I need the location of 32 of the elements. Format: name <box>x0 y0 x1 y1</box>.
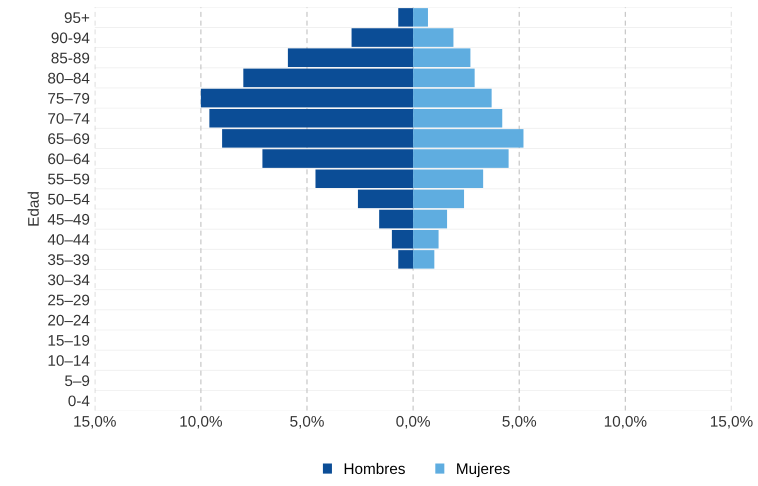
x-tick-label: 5,0% <box>502 416 536 429</box>
legend-label: Mujeres <box>457 462 510 478</box>
legend-label: Hombres <box>344 462 405 474</box>
y-tick-label: 25–29 <box>48 294 90 306</box>
x-tick-label: 10,0% <box>604 416 646 429</box>
y-tick-label: 55–59 <box>48 174 90 184</box>
x-tick-label: 15,0% <box>74 416 116 429</box>
y-tick-label: 20–24 <box>48 314 90 326</box>
y-tick-label: 85-89 <box>51 52 90 64</box>
y-tick-label: 90-94 <box>52 32 90 44</box>
y-tick-label: 70–74 <box>48 113 90 124</box>
y-axis-title: Edad <box>28 192 39 226</box>
y-tick-label: 80–84 <box>48 72 90 84</box>
y-tick-label: 60–64 <box>48 153 90 164</box>
x-tick-label: 0,0% <box>396 416 430 429</box>
y-tick-label: 45–49 <box>48 214 90 225</box>
y-tick-label: 65–69 <box>48 133 90 144</box>
y-tick-label: 5–9 <box>65 375 90 386</box>
bar <box>413 8 428 27</box>
x-tick-label: 5,0% <box>290 416 324 429</box>
y-tick-label: 15–19 <box>48 334 90 346</box>
x-tick-label: 15,0% <box>710 416 753 429</box>
y-tick-label: 10–14 <box>48 355 90 366</box>
y-tick-label: 0-4 <box>68 395 90 406</box>
y-tick-label: 35–39 <box>48 254 90 266</box>
y-tick-label: 40–44 <box>48 234 90 245</box>
x-tick-label: 10,0% <box>180 416 222 429</box>
y-tick-label: 50–54 <box>48 194 90 205</box>
bar <box>398 8 414 27</box>
y-tick-label: 30–34 <box>48 274 90 286</box>
y-tick-label: 95+ <box>64 12 90 24</box>
y-tick-label: 75–79 <box>48 92 90 104</box>
